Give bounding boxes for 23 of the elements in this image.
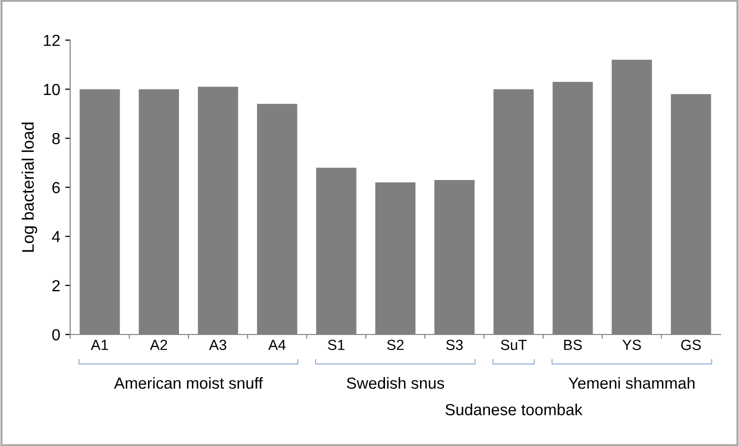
y-tick-label: 12 bbox=[44, 34, 60, 46]
x-tick-label: BS bbox=[564, 340, 582, 350]
y-tick-label: 6 bbox=[52, 182, 60, 194]
text: American moist snuff bbox=[114, 377, 263, 389]
y-tick-label: 10 bbox=[44, 84, 60, 96]
x-tick-label: A2 bbox=[150, 340, 168, 350]
y-tick-label: 2 bbox=[52, 280, 60, 292]
x-tick-label: A3 bbox=[209, 340, 226, 350]
x-tick-label: A4 bbox=[268, 340, 286, 350]
x-tick-label: A1 bbox=[90, 340, 108, 350]
x-tick-label: S1 bbox=[328, 340, 344, 350]
x-tick-label: GS bbox=[681, 340, 701, 350]
x-tick-label: YS bbox=[622, 340, 641, 350]
y-tick-label: 8 bbox=[52, 132, 60, 144]
text: Yemeni shammah bbox=[568, 377, 694, 389]
text: Sudanese toombak bbox=[446, 404, 582, 416]
text: Swedish snus bbox=[346, 377, 444, 389]
y-tick-label: 0 bbox=[52, 329, 60, 340]
x-tick-label: SuT bbox=[500, 340, 527, 350]
x-tick-label: S3 bbox=[446, 340, 463, 350]
y-tick-label: 4 bbox=[52, 231, 60, 242]
x-tick-label: S2 bbox=[387, 340, 404, 350]
y-axis-title: Log bacterial load bbox=[22, 122, 38, 252]
